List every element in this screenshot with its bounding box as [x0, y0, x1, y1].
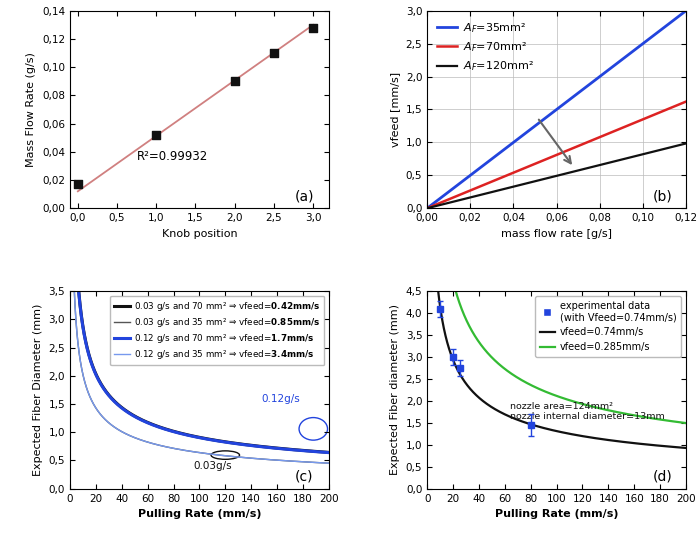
X-axis label: Knob position: Knob position: [162, 229, 237, 238]
Line: vfeed=0.285mm/s: vfeed=0.285mm/s: [428, 0, 686, 423]
Text: 0.12g/s: 0.12g/s: [262, 394, 300, 404]
Line: $A_F$=70mm²: $A_F$=70mm²: [427, 101, 686, 208]
Point: [268, 49, 279, 57]
Point: [150, 130, 162, 139]
vfeed=0.285mm/s: [674, 419, 682, 425]
$A_F$=70mm²: [423, 205, 431, 212]
$A_F$=120mm²: [424, 205, 432, 211]
Legend: experimental data
(with Vfeed=0.74mm/s), vfeed=0.74mm/s, vfeed=0.285mm/s: experimental data (with Vfeed=0.74mm/s),…: [536, 296, 681, 357]
$A_F$=70mm²: [657, 108, 666, 115]
vfeed=0.285mm/s: [627, 411, 636, 418]
X-axis label: Pulling Rate (mm/s): Pulling Rate (mm/s): [495, 509, 618, 519]
$A_F$=35mm²: [582, 84, 590, 91]
vfeed=0.285mm/s: [437, 201, 445, 208]
$A_F$=120mm²: [657, 146, 666, 153]
vfeed=0.285mm/s: [674, 419, 682, 425]
vfeed=0.74mm/s: [550, 427, 558, 433]
X-axis label: mass flow rate [g/s]: mass flow rate [g/s]: [501, 229, 612, 238]
Legend: $A_F$=35mm², $A_F$=70mm², $A_F$=120mm²: $A_F$=35mm², $A_F$=70mm², $A_F$=120mm²: [433, 16, 538, 78]
vfeed=0.74mm/s: [437, 309, 445, 316]
Text: nozzle area=124mm²
nozzle internal diameter=13mm: nozzle area=124mm² nozzle internal diame…: [510, 402, 665, 421]
Text: (d): (d): [652, 470, 672, 484]
$A_F$=35mm²: [423, 205, 431, 212]
Legend: 0.03 g/s and 70 mm² ⇒ vfeed=$\bf{0.42mm/s}$, 0.03 g/s and 35 mm² ⇒ vfeed=$\bf{0.: 0.03 g/s and 70 mm² ⇒ vfeed=$\bf{0.42mm/…: [110, 295, 324, 366]
$A_F$=70mm²: [682, 98, 690, 105]
vfeed=0.74mm/s: [674, 444, 682, 451]
$A_F$=120mm²: [582, 165, 590, 172]
Y-axis label: vfeed [mm/s]: vfeed [mm/s]: [390, 72, 400, 147]
Text: (b): (b): [652, 190, 672, 204]
Point: [72, 180, 83, 188]
Point: [307, 24, 318, 32]
$A_F$=120mm²: [682, 140, 690, 147]
Line: $A_F$=35mm²: $A_F$=35mm²: [427, 11, 686, 208]
Y-axis label: Expected Fiber diameter (mm): Expected Fiber diameter (mm): [390, 304, 400, 475]
$A_F$=70mm²: [641, 115, 650, 121]
$A_F$=35mm²: [424, 205, 432, 211]
$A_F$=70mm²: [577, 142, 585, 148]
$A_F$=120mm²: [641, 150, 650, 157]
$A_F$=35mm²: [657, 26, 666, 32]
$A_F$=35mm²: [641, 39, 650, 45]
vfeed=0.74mm/s: [682, 445, 690, 451]
Point: [229, 77, 240, 85]
X-axis label: Pulling Rate (mm/s): Pulling Rate (mm/s): [138, 509, 261, 519]
$A_F$=120mm²: [576, 166, 584, 173]
Y-axis label: Mass Flow Rate (g/s): Mass Flow Rate (g/s): [27, 52, 36, 167]
$A_F$=120mm²: [423, 205, 431, 212]
$A_F$=120mm²: [577, 166, 585, 173]
vfeed=0.285mm/s: [542, 389, 551, 395]
vfeed=0.74mm/s: [627, 440, 636, 446]
Line: vfeed=0.74mm/s: vfeed=0.74mm/s: [428, 0, 686, 448]
Y-axis label: Expected Fiber Diameter (mm): Expected Fiber Diameter (mm): [33, 304, 43, 476]
Text: 0.03g/s: 0.03g/s: [193, 461, 232, 471]
vfeed=0.74mm/s: [674, 444, 682, 451]
Text: (c): (c): [295, 470, 314, 484]
vfeed=0.285mm/s: [550, 391, 558, 398]
$A_F$=35mm²: [576, 88, 584, 95]
$A_F$=35mm²: [577, 88, 585, 94]
$A_F$=70mm²: [576, 142, 584, 148]
$A_F$=35mm²: [682, 8, 690, 14]
vfeed=0.285mm/s: [682, 420, 690, 426]
Text: R²=0.99932: R²=0.99932: [136, 150, 208, 163]
vfeed=0.74mm/s: [542, 425, 551, 432]
$A_F$=70mm²: [582, 140, 590, 146]
$A_F$=70mm²: [424, 205, 432, 211]
Line: $A_F$=120mm²: $A_F$=120mm²: [427, 143, 686, 208]
Text: (a): (a): [295, 190, 315, 204]
